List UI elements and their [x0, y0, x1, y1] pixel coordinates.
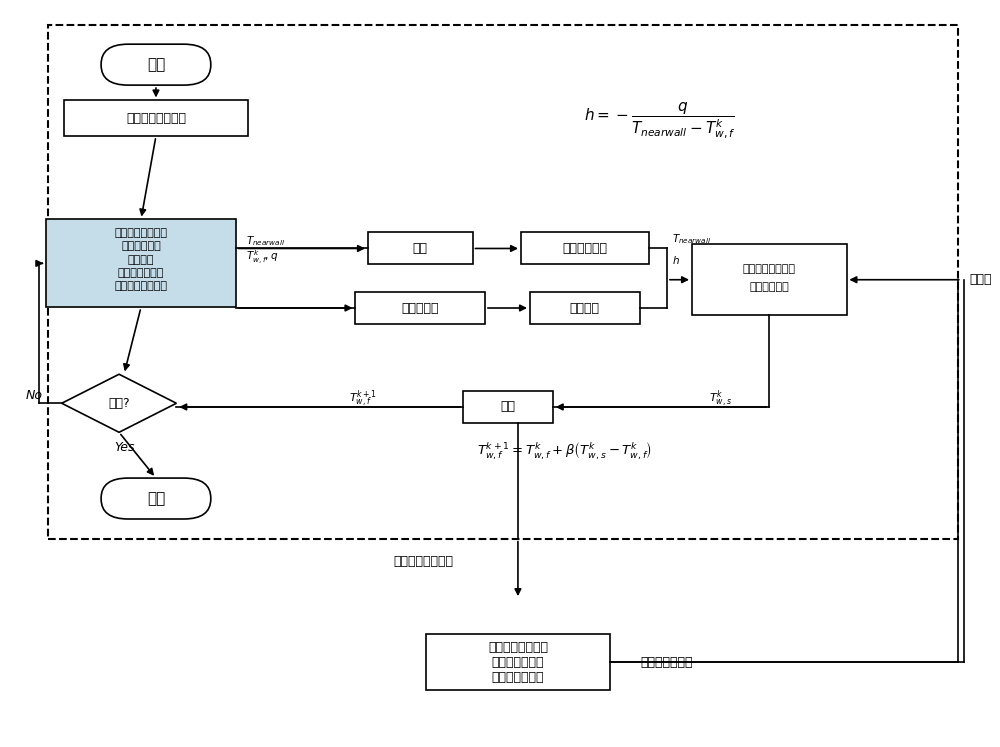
Text: 多重参考系模型: 多重参考系模型: [118, 268, 164, 278]
Text: $T_{w,s}^k$: $T_{w,s}^k$: [709, 388, 732, 409]
Text: $h = -\dfrac{q}{T_{nearwall} - T_{w,f}^k}$: $h = -\dfrac{q}{T_{nearwall} - T_{w,f}^k…: [584, 100, 735, 140]
Bar: [48, 25, 958, 539]
Polygon shape: [62, 374, 176, 433]
Text: 线性静力学分析: 线性静力学分析: [492, 656, 544, 669]
Text: $h$: $h$: [672, 254, 680, 266]
Bar: [46, 220, 236, 307]
Text: $T_{w,f}^{k+1}$: $T_{w,f}^{k+1}$: [349, 388, 377, 409]
Text: 结束: 结束: [147, 491, 165, 506]
Text: 周向平均: 周向平均: [570, 302, 600, 314]
Text: 温度、压力、转速: 温度、压力、转速: [393, 554, 453, 568]
Bar: [368, 232, 473, 264]
Text: 热弹性力学分析: 热弹性力学分析: [492, 671, 544, 684]
Text: 开始: 开始: [147, 58, 165, 72]
FancyBboxPatch shape: [101, 44, 211, 85]
FancyBboxPatch shape: [101, 478, 211, 519]
Text: 固体导热模型: 固体导热模型: [749, 282, 789, 292]
Bar: [521, 232, 649, 264]
Text: 松弛: 松弛: [500, 400, 515, 414]
Text: 应变、网格位移: 应变、网格位移: [640, 656, 693, 669]
Text: 流体控制方程: 流体控制方程: [121, 241, 161, 251]
Text: 对固体域进行仿真: 对固体域进行仿真: [743, 264, 796, 273]
Text: 对流体域进行仿真: 对流体域进行仿真: [114, 228, 167, 238]
Text: 掺混传质相变模型: 掺混传质相变模型: [114, 282, 167, 291]
Text: $T_{nearwall}$: $T_{nearwall}$: [246, 234, 285, 248]
Text: 相对位置平均: 相对位置平均: [562, 242, 607, 255]
Bar: [64, 100, 248, 136]
Text: 叶片: 叶片: [413, 242, 428, 255]
Text: Yes: Yes: [114, 441, 134, 453]
Bar: [530, 292, 640, 324]
Text: $T_{w,f}^{k+1}=T_{w,f}^k+\beta\left(T_{w,s}^k-T_{w,f}^k\right)$: $T_{w,f}^{k+1}=T_{w,f}^k+\beta\left(T_{w…: [477, 441, 652, 462]
Bar: [463, 391, 553, 424]
Text: 轮盘应力应变分析: 轮盘应力应变分析: [488, 641, 548, 654]
Text: No: No: [25, 389, 42, 403]
Bar: [426, 634, 610, 690]
Bar: [692, 244, 847, 315]
Text: 涡流模型: 涡流模型: [128, 255, 154, 264]
Text: 动网格: 动网格: [970, 273, 992, 286]
Bar: [355, 292, 485, 324]
Text: $T_{nearwall}$: $T_{nearwall}$: [672, 232, 711, 247]
Text: 轮毂和围带: 轮毂和围带: [401, 302, 439, 314]
Text: 设置初始壁面温度: 设置初始壁面温度: [126, 112, 186, 125]
Text: $T_{w,f}^k,q$: $T_{w,f}^k,q$: [246, 249, 278, 267]
Text: 收敛?: 收敛?: [108, 397, 130, 410]
